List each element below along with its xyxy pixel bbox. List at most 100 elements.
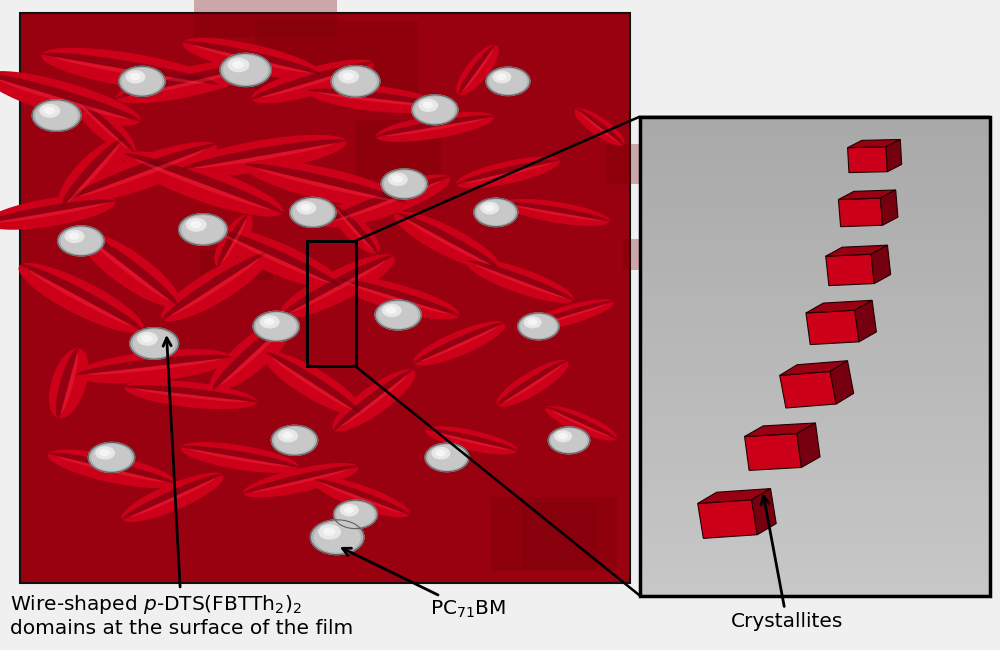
Polygon shape	[464, 162, 552, 183]
Circle shape	[314, 523, 360, 552]
Polygon shape	[855, 300, 876, 342]
Circle shape	[481, 202, 498, 214]
Polygon shape	[67, 142, 217, 203]
Polygon shape	[797, 423, 820, 467]
Polygon shape	[322, 174, 450, 228]
Bar	[255, 21, 418, 93]
Circle shape	[279, 430, 297, 442]
Circle shape	[389, 174, 407, 185]
Bar	[200, 250, 273, 280]
Polygon shape	[385, 118, 485, 136]
Polygon shape	[347, 282, 450, 314]
Polygon shape	[0, 195, 116, 229]
Polygon shape	[308, 84, 440, 113]
Polygon shape	[414, 322, 504, 364]
Circle shape	[528, 319, 536, 325]
Circle shape	[40, 105, 60, 117]
Polygon shape	[210, 226, 342, 290]
Circle shape	[474, 198, 518, 227]
Polygon shape	[252, 469, 349, 492]
Circle shape	[423, 102, 432, 108]
Polygon shape	[214, 214, 253, 267]
Circle shape	[256, 313, 296, 339]
Circle shape	[122, 68, 162, 94]
Polygon shape	[0, 71, 141, 125]
Polygon shape	[49, 348, 89, 419]
Circle shape	[224, 56, 267, 84]
Polygon shape	[62, 138, 124, 207]
Bar	[640, 247, 990, 260]
Bar	[640, 463, 990, 476]
Circle shape	[186, 218, 206, 231]
Circle shape	[92, 445, 131, 470]
Bar	[640, 199, 990, 213]
Polygon shape	[467, 261, 573, 300]
Circle shape	[334, 500, 377, 528]
Polygon shape	[221, 219, 246, 263]
Polygon shape	[58, 138, 128, 207]
Circle shape	[425, 443, 469, 472]
Bar	[640, 331, 990, 344]
Polygon shape	[524, 299, 614, 331]
Polygon shape	[394, 211, 500, 270]
Circle shape	[260, 316, 279, 328]
Polygon shape	[826, 254, 874, 285]
Circle shape	[283, 432, 292, 439]
Polygon shape	[61, 354, 78, 413]
Polygon shape	[183, 41, 321, 75]
Circle shape	[555, 431, 571, 441]
Bar	[640, 343, 990, 356]
Bar	[640, 175, 990, 188]
Polygon shape	[426, 428, 517, 451]
Polygon shape	[830, 361, 854, 404]
Bar	[491, 497, 617, 571]
Polygon shape	[313, 477, 410, 517]
Circle shape	[518, 313, 559, 340]
Bar	[640, 223, 990, 237]
Polygon shape	[576, 109, 623, 145]
Circle shape	[36, 102, 77, 129]
Polygon shape	[219, 324, 285, 385]
Bar	[640, 558, 990, 572]
Circle shape	[32, 99, 81, 131]
Polygon shape	[334, 205, 378, 254]
Polygon shape	[221, 233, 331, 283]
Circle shape	[335, 68, 376, 95]
Polygon shape	[244, 160, 406, 208]
Bar	[640, 403, 990, 416]
Circle shape	[382, 304, 401, 317]
Circle shape	[133, 330, 175, 357]
Circle shape	[378, 302, 418, 328]
Polygon shape	[163, 253, 267, 320]
Polygon shape	[880, 190, 898, 226]
Bar	[640, 319, 990, 332]
Polygon shape	[123, 151, 283, 216]
Circle shape	[126, 71, 145, 83]
Circle shape	[310, 520, 364, 554]
Circle shape	[432, 447, 450, 459]
Bar	[640, 116, 990, 596]
Polygon shape	[251, 59, 374, 103]
Polygon shape	[376, 112, 494, 142]
Polygon shape	[125, 385, 257, 402]
Polygon shape	[116, 59, 266, 103]
Circle shape	[324, 528, 335, 535]
Polygon shape	[245, 164, 405, 203]
Polygon shape	[337, 209, 374, 250]
Polygon shape	[243, 463, 358, 497]
Bar	[640, 139, 990, 153]
Bar	[640, 307, 990, 320]
Bar	[640, 391, 990, 404]
Polygon shape	[848, 140, 900, 148]
Polygon shape	[130, 478, 215, 517]
Polygon shape	[116, 62, 265, 99]
Polygon shape	[210, 318, 294, 391]
Polygon shape	[190, 448, 290, 467]
Bar	[194, 0, 337, 37]
Polygon shape	[265, 352, 361, 414]
Circle shape	[319, 525, 340, 539]
Circle shape	[297, 202, 316, 214]
Circle shape	[337, 502, 374, 526]
Circle shape	[548, 427, 590, 454]
Polygon shape	[403, 217, 491, 265]
